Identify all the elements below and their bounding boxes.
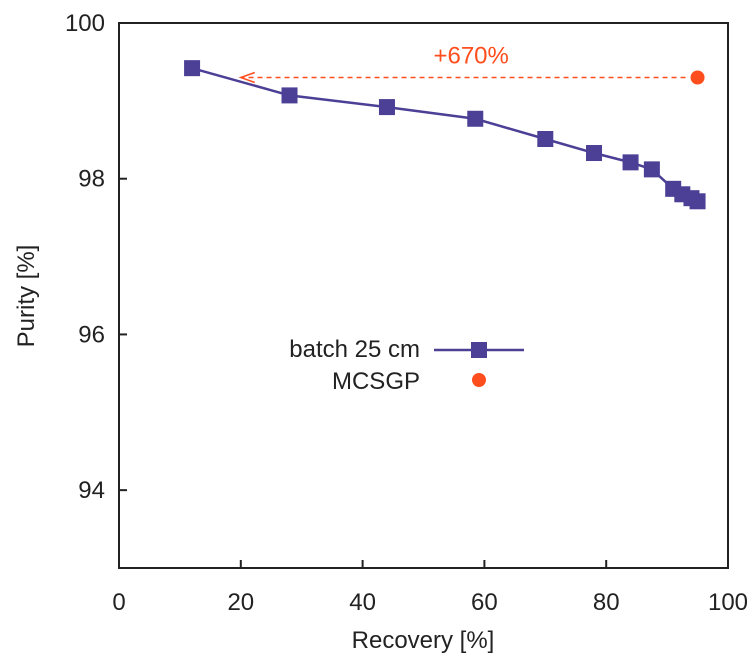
annotation: +670%: [238, 43, 686, 84]
data-point-square: [184, 60, 201, 77]
data-point-square: [281, 87, 298, 104]
y-axis-ticks: 94 96 98 100: [65, 10, 127, 504]
data-point-square: [622, 154, 639, 171]
data-point-square: [586, 145, 603, 162]
x-tick-label: 100: [708, 589, 748, 616]
data-point-square: [537, 131, 554, 148]
x-tick-label: 0: [112, 589, 125, 616]
annotation-label: +670%: [433, 43, 508, 70]
legend-marker-mcsgp: [472, 373, 486, 387]
y-tick-label: 98: [78, 166, 105, 193]
series-line-0: [191, 66, 699, 203]
x-tick-label: 40: [349, 589, 376, 616]
data-point-square: [643, 161, 660, 178]
y-tick-label: 96: [78, 321, 105, 348]
legend-marker-batch: [471, 342, 487, 358]
x-tick-label: 20: [227, 589, 254, 616]
x-tick-label: 60: [471, 589, 498, 616]
x-axis-title: Recovery [%]: [352, 627, 495, 654]
x-axis-ticks: 0 20 40 60 80 100: [112, 560, 748, 616]
data-point-circle: [690, 70, 705, 85]
y-tick-label: 94: [78, 477, 105, 504]
data-point-square: [378, 99, 395, 116]
legend-label-batch: batch 25 cm: [289, 336, 420, 363]
legend: batch 25 cm MCSGP: [289, 336, 524, 395]
series-layer: [184, 60, 706, 210]
legend-label-mcsgp: MCSGP: [332, 368, 420, 395]
data-point-square: [689, 193, 706, 210]
y-tick-label: 100: [65, 10, 105, 37]
x-tick-label: 80: [593, 589, 620, 616]
data-point-square: [467, 110, 484, 127]
annotation-arrow-head: [238, 71, 256, 84]
y-axis-title: Purity [%]: [13, 245, 40, 348]
plot-frame: [118, 22, 729, 569]
